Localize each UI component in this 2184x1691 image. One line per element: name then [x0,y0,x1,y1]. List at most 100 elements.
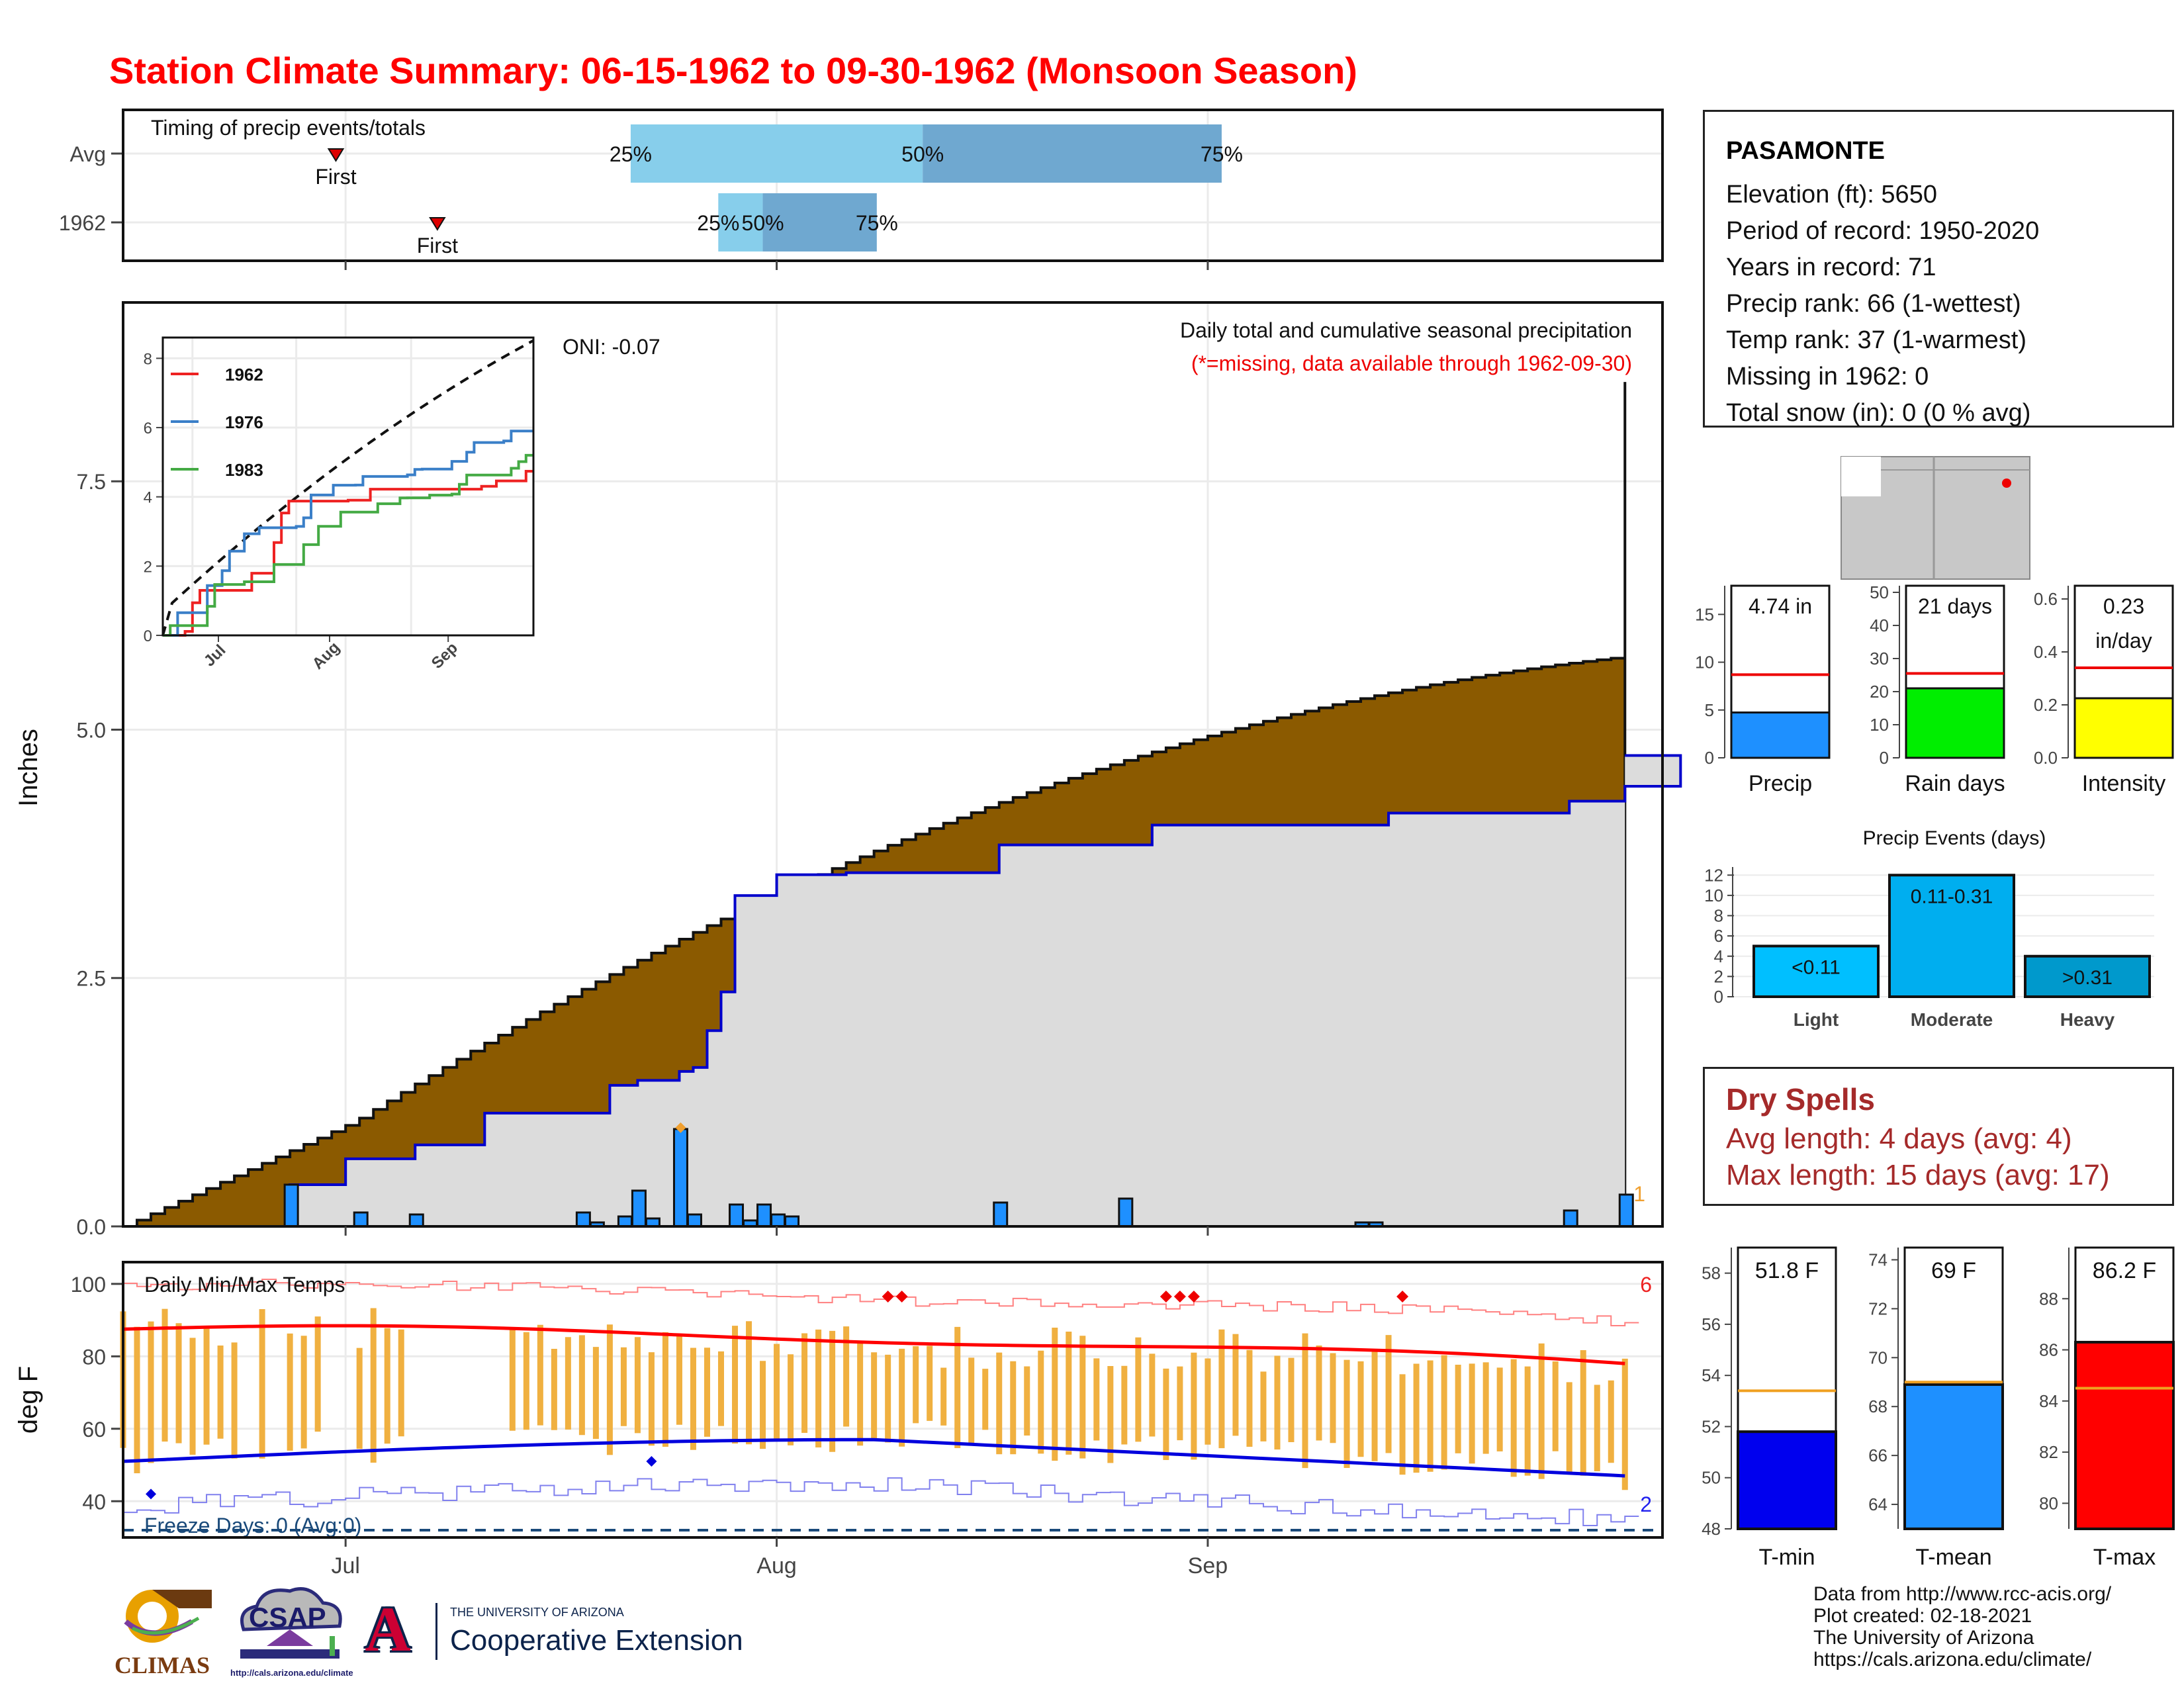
mini-bar-precip [1730,711,1831,759]
record-low-line [123,1477,1639,1527]
max-precip-marker [675,1122,686,1133]
record-high-marker-1 [895,1291,908,1303]
temp-bar-ytick-label-1-2: 68 [1868,1396,1888,1416]
precip-events-ytick-label-6: 12 [1704,865,1723,885]
xaxis-label-Sep: Sep [1188,1553,1228,1578]
temp-bar-t-mean [1903,1383,2004,1531]
precip-missing-label: (*=missing, data available through 1962-… [1191,351,1632,375]
temp-bar-value-2: 86.2 F [2093,1258,2156,1283]
inset-ytick-label-3: 6 [144,420,152,437]
record-high-marker-2 [1160,1291,1172,1303]
temp-ytick-label-2: 80 [82,1345,106,1369]
temp-bar-ytick-label-2-4: 88 [2039,1289,2058,1308]
precip-ytick-label-1: 2.5 [77,967,106,991]
temp-bar-ytick-label-2-0: 80 [2039,1493,2058,1513]
precip-events-cat-0: Light [1794,1009,1839,1030]
timing-p75-label-1: 75% [856,211,898,235]
temp-bar-label-0: T-min [1759,1545,1815,1570]
precip-events-cat-2: Heavy [2060,1009,2115,1030]
footer-line-1: Data from http://www.rcc-acis.org/ [1813,1583,2112,1605]
mini-bar-label-2: Intensity [2082,771,2166,796]
mini-bar-ytick-label-0-2: 10 [1695,653,1714,672]
timing-panel-border [122,109,1664,262]
daily-precip-bar-2 [408,1213,424,1228]
precip-ytick-label-2: 5.0 [77,718,106,742]
mini-bar-ytick-label-0-3: 15 [1695,604,1714,624]
inset-ytick-label-2: 4 [144,489,152,507]
observed-cumulative-line [123,754,1682,1228]
temp-bar-ytick-label-0-3: 54 [1702,1365,1721,1385]
precip-events-ytick-label-4: 8 [1714,906,1723,926]
timing-p25-label-0: 25% [610,142,652,166]
precip-events-ytick-label-0: 0 [1714,987,1723,1007]
mini-bar-ytick-label-1-5: 50 [1870,582,1889,602]
daily-precip-bar-6 [631,1189,647,1228]
timing-p50-label-0: 50% [901,142,944,166]
mini-bar-ytick-label-2-2: 0.4 [2034,642,2058,662]
station-missing: Missing in 1962: 0 [1726,363,1929,390]
mini-bar-value-1: 21 days [1918,594,1992,618]
footer-credits: Data from http://www.rcc-acis.org/ Plot … [1813,1583,2111,1670]
timing-iqr-low-0 [630,124,923,183]
mini-bar-value2-2: in/day [2095,629,2152,653]
temp-ytick-label-1: 60 [82,1418,106,1441]
timing-first-label-0: First [315,165,356,189]
mini-bar-ytick-label-1-0: 0 [1880,748,1889,768]
precip-events-bar-label-1: 0.11-0.31 [1911,886,1993,907]
inset-border [161,336,535,637]
timing-first-label-1: First [417,234,458,257]
daily-precip-bar-9 [686,1213,702,1228]
csap-logo: CSAP http://cals.arizona.edu/climate [230,1583,353,1680]
inset-avg-dashed-line [161,339,534,636]
avg-tmin-line [122,1438,1625,1478]
timing-iqr-high-1 [762,193,877,251]
temp-bar-ytick-label-0-2: 52 [1702,1416,1721,1436]
timing-first-marker-1 [429,217,446,231]
temp-bar-value-1: 69 F [1931,1258,1976,1283]
daily-precip-bar-3 [575,1211,591,1228]
record-high-marker-3 [1173,1291,1186,1303]
mini-bar-value-0: 4.74 in [1749,594,1812,618]
temp-bar-ytick-label-2-1: 82 [2039,1442,2058,1462]
mini-bar-ytick-label-2-0: 0.0 [2034,748,2058,768]
station-precip-rank: Precip rank: 66 (1-wettest) [1726,290,2021,318]
precip-events-bar-label-2: >0.31 [2062,967,2113,989]
mini-bar-ytick-label-1-4: 40 [1870,616,1889,635]
record-low-marker-1 [646,1456,657,1467]
record-high-line [123,1279,1639,1326]
precip-events-bar-heavy [2024,954,2151,998]
temp-panel-border [122,1261,1664,1539]
temp-bar-ytick-label-1-3: 70 [1868,1348,1888,1367]
footer-line-4: https://cals.arizona.edu/climate/ [1813,1649,2092,1670]
temp-ylabel: deg F [14,1366,43,1434]
temp-ytick-label-3: 100 [71,1273,106,1297]
temp-bar-ytick-label-2-2: 84 [2039,1391,2058,1411]
inset-series-line-1983 [163,453,533,637]
daily-precip-bar-0 [283,1183,299,1228]
freeze-days-label: Freeze Days: 0 (Avg:0) [144,1514,361,1537]
daily-precip-bar-15 [993,1201,1009,1228]
mini-bar-ytick-label-1-3: 30 [1870,649,1889,668]
climas-sun-icon [124,1590,212,1643]
ua-extension-logo: A THE UNIVERSITY OF ARIZONA Cooperative … [357,1598,743,1668]
precip-events-ytick-label-1: 2 [1714,966,1723,986]
inset-ytick-label-0: 0 [144,627,152,645]
dry-spells-avg: Avg length: 4 days (avg: 4) [1726,1122,2072,1155]
precip-events-bar-light [1752,944,1880,998]
daily-precip-bar-14 [784,1215,800,1228]
record-high-marker-0 [882,1291,894,1303]
timing-row-label-1: 1962 [59,211,106,235]
xaxis-label-Aug: Aug [756,1553,797,1578]
station-years: Years in record: 71 [1726,253,1936,281]
temp-bar-t-max [2074,1340,2175,1531]
station-name: PASAMONTE [1726,137,1885,165]
mini-bar-ytick-label-0-1: 5 [1705,700,1714,720]
csap-logo-url: http://cals.arizona.edu/climate [230,1668,353,1678]
timing-label: Timing of precip events/totals [151,116,426,140]
temp-bar-label-1: T-mean [1915,1545,1991,1570]
ua-divider [435,1603,437,1660]
avg-tmax-line [122,1324,1625,1365]
precip-panel-border [122,301,1664,1228]
precip-events-ytick-label-3: 6 [1714,926,1723,946]
